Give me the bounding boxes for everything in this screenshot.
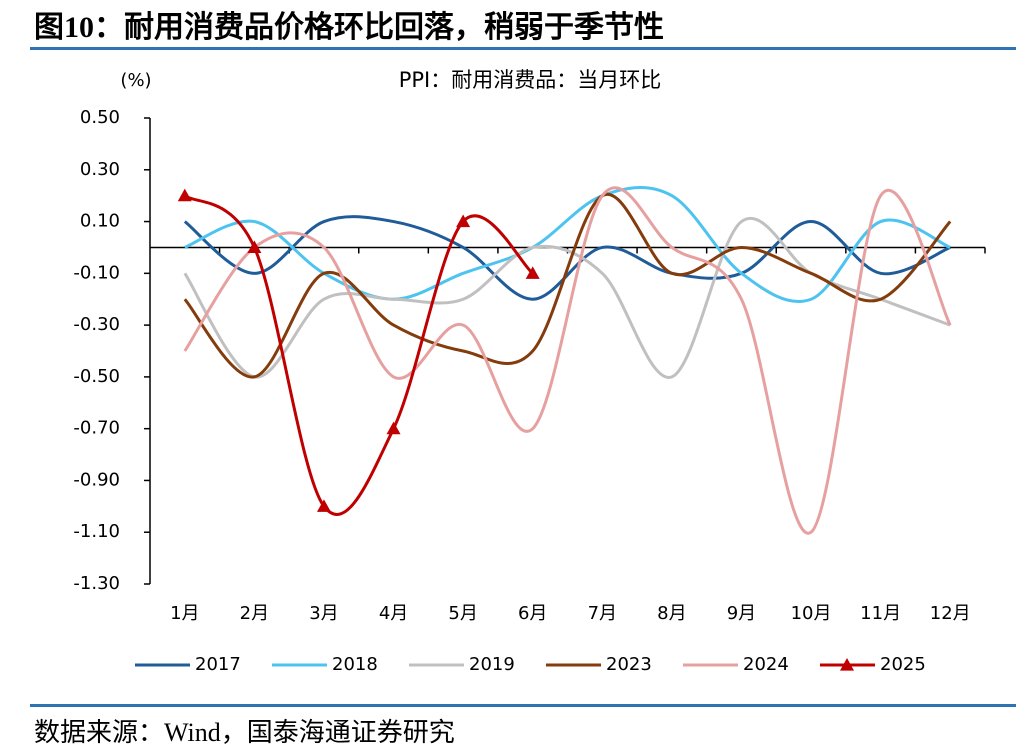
x-tick-label: 11月 [860, 603, 901, 624]
y-tick-label: -0.70 [73, 418, 120, 439]
chart-title: PPI：耐用消费品：当月环比 [399, 68, 662, 92]
x-tick-label: 3月 [309, 603, 338, 624]
x-tick-label: 6月 [518, 603, 547, 624]
x-tick-label: 8月 [657, 603, 686, 624]
point-marker [177, 188, 192, 202]
legend-label: 2019 [469, 654, 515, 675]
y-tick-label: -0.10 [73, 262, 120, 283]
x-tick-label: 4月 [379, 603, 408, 624]
x-tick-label: 7月 [588, 603, 617, 624]
y-tick-label: -0.50 [73, 366, 120, 387]
point-marker [456, 214, 471, 228]
point-marker [316, 499, 331, 512]
y-tick-label: 0.10 [80, 211, 120, 232]
y-tick-label: -0.90 [73, 469, 120, 490]
series-line [183, 217, 951, 379]
source-rule [30, 704, 1016, 707]
legend-label: 2017 [195, 654, 241, 675]
y-tick-label: -1.10 [73, 521, 120, 542]
x-tick-label: 12月 [930, 603, 971, 624]
x-tick-label: 1月 [170, 603, 199, 624]
point-marker [525, 266, 540, 279]
y-tick-label: -0.30 [73, 314, 120, 335]
y-tick-label: 0.30 [80, 159, 120, 180]
x-tick-label: 2月 [240, 603, 269, 624]
x-tick-label: 5月 [448, 603, 477, 624]
legend-label: 2025 [880, 654, 926, 675]
unit-label: (%) [120, 70, 151, 91]
series-line [184, 186, 951, 303]
legend-label: 2024 [743, 654, 789, 675]
source: 数据来源：Wind，国泰海通证券研究 [34, 718, 455, 747]
series-line [183, 192, 952, 379]
series-line [183, 215, 951, 301]
series-line [183, 186, 952, 535]
point-marker [386, 421, 401, 435]
title-rule [30, 47, 1016, 50]
x-tick-label: 10月 [791, 603, 832, 624]
y-tick-label: 0.50 [80, 107, 120, 128]
point-marker [247, 240, 262, 254]
legend-label: 2023 [606, 654, 652, 675]
legend-marker [840, 658, 854, 671]
x-tick-label: 9月 [727, 603, 756, 624]
figure-title: 图10：耐用消费品价格环比回落，稍弱于季节性 [34, 11, 664, 44]
y-tick-label: -1.30 [73, 573, 120, 594]
legend-label: 2018 [332, 654, 378, 675]
